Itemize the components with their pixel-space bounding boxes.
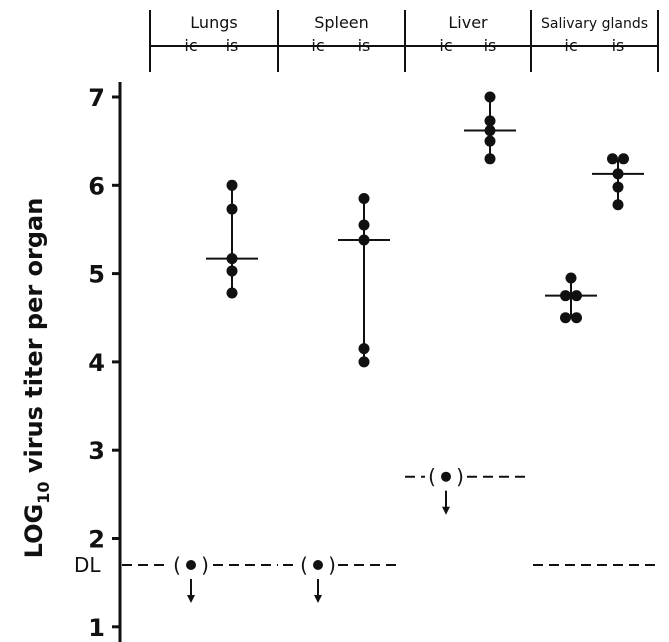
- below-dl-paren: ): [456, 465, 464, 489]
- route-label: ic: [311, 36, 324, 55]
- below-dl-paren: ): [328, 553, 336, 577]
- data-point: [226, 287, 238, 299]
- group-label: Salivary glands: [541, 16, 648, 32]
- below-dl-paren: ): [201, 553, 209, 577]
- data-point: [484, 91, 496, 103]
- route-label: ic: [439, 36, 452, 55]
- y-tick-label: 7: [88, 84, 105, 112]
- group-label: Lungs: [190, 13, 237, 32]
- y-tick-label: 2: [88, 526, 105, 554]
- data-point: [612, 199, 624, 211]
- data-point: [612, 181, 624, 193]
- y-tick-label: 3: [88, 437, 105, 465]
- data-point: [607, 153, 618, 165]
- route-label: ic: [184, 36, 197, 55]
- data-point: [484, 135, 496, 147]
- data-point: [560, 312, 571, 324]
- group-label: Spleen: [314, 13, 369, 32]
- below-dl-paren: (: [300, 553, 308, 577]
- below-dl-point: [313, 559, 323, 570]
- data-point: [226, 179, 238, 191]
- below-dl-arrowhead: [187, 594, 195, 603]
- below-dl-paren: (: [173, 553, 181, 577]
- data-point: [358, 219, 370, 231]
- data-point: [226, 265, 238, 277]
- data-point: [618, 153, 629, 165]
- route-label: ic: [564, 36, 577, 55]
- route-label: is: [484, 36, 497, 55]
- group-label: Liver: [448, 13, 488, 32]
- y-tick-label: 1: [88, 614, 105, 642]
- data-point: [484, 153, 496, 165]
- data-point: [358, 193, 370, 205]
- route-label: is: [358, 36, 371, 55]
- below-dl-point: [441, 471, 451, 482]
- y-tick-label: 4: [88, 349, 105, 377]
- data-point: [226, 203, 238, 215]
- route-label: is: [612, 36, 625, 55]
- data-point: [484, 115, 496, 127]
- data-marks: () () (): [122, 91, 658, 603]
- dl-label: DL: [74, 553, 101, 577]
- group-header: Lungs ic is Spleen ic is Liver ic is Salivary gla…: [149, 10, 659, 72]
- below-dl-arrowhead: [442, 506, 450, 515]
- data-point: [358, 343, 370, 355]
- below-dl-arrowhead: [314, 594, 322, 603]
- data-point: [565, 272, 577, 284]
- y-axis-label: LOG10 virus titer per organ: [20, 198, 53, 559]
- y-tick-label: 6: [88, 172, 105, 200]
- y-tick-label: 5: [88, 261, 105, 289]
- y-axis: 1 2 3 4 5 6 7 DL: [74, 82, 122, 642]
- below-dl-paren: (: [428, 465, 436, 489]
- below-dl-point: [186, 559, 196, 570]
- data-point: [358, 356, 370, 368]
- route-label: is: [226, 36, 239, 55]
- data-point: [571, 312, 582, 324]
